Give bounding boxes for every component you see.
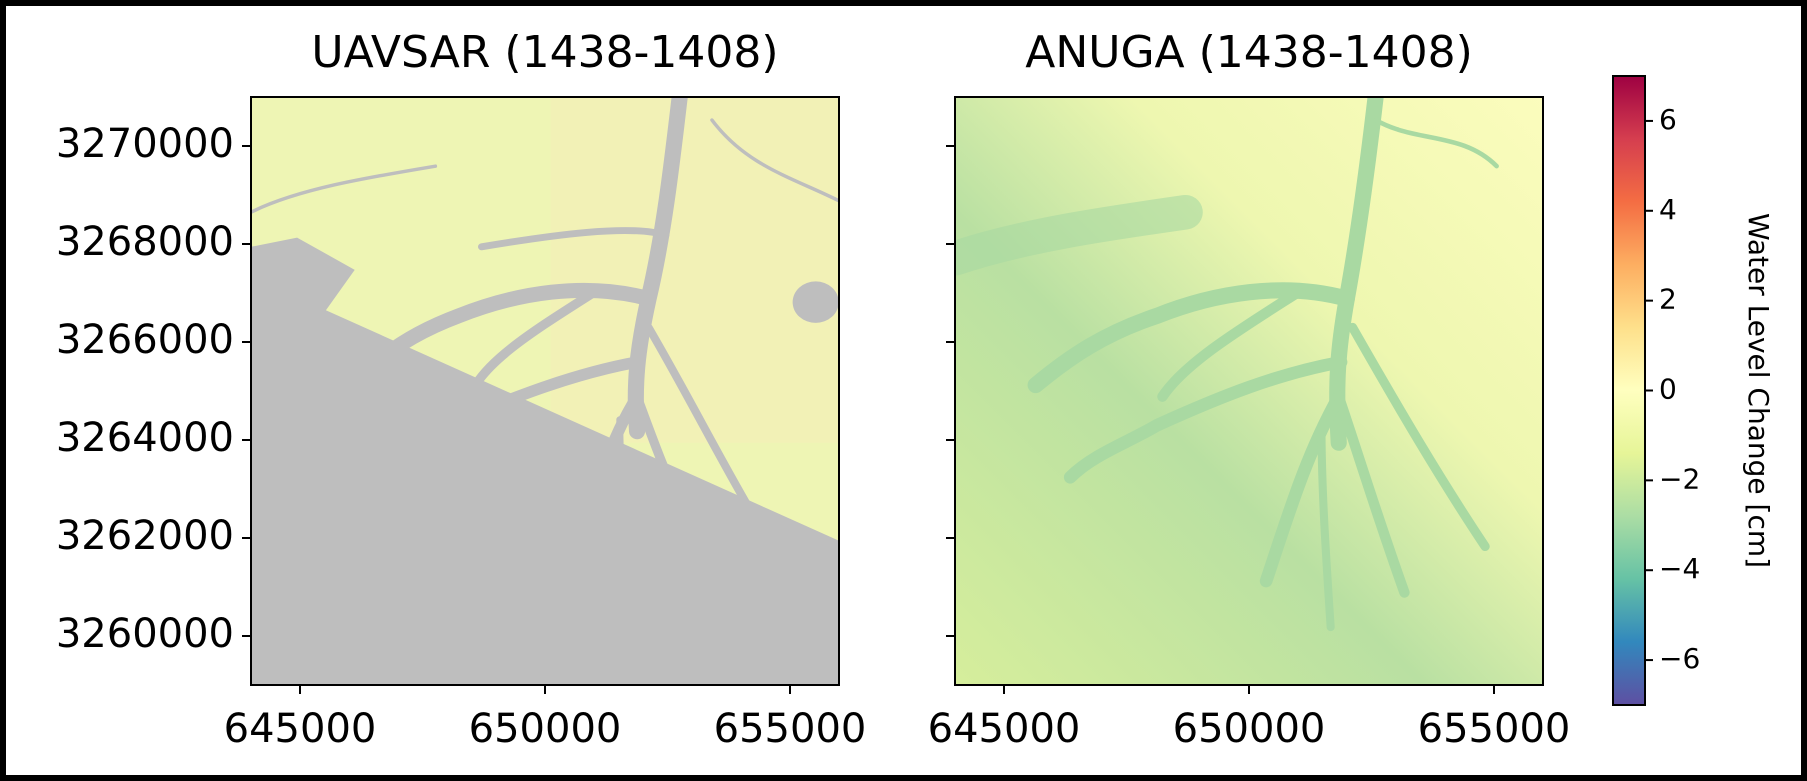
x-tick-label: 655000 — [714, 706, 867, 752]
panel-title: ANUGA (1438-1408) — [1025, 27, 1473, 78]
y-tick-label: 3270000 — [56, 121, 234, 167]
panel-title: UAVSAR (1438-1408) — [311, 27, 778, 78]
colorbar-label: Water Level Change [cm] — [1742, 213, 1775, 568]
uavsar-image — [251, 97, 839, 686]
colorbar-tick-label: −2 — [1659, 462, 1700, 495]
colorbar-tick-label: 0 — [1659, 373, 1677, 406]
colorbar-tick-label: 2 — [1659, 283, 1677, 316]
colorbar-tick-label: −4 — [1659, 552, 1700, 585]
axes-layer: UAVSAR (1438-1408) 645000 650000 655000 3260… — [56, 27, 1775, 752]
x-tick-label: 650000 — [469, 706, 622, 752]
colorbar — [1612, 75, 1646, 706]
colorbar-tick-label: 6 — [1659, 103, 1677, 136]
x-tick-label: 645000 — [928, 706, 1081, 752]
y-tick-label: 3268000 — [56, 219, 234, 265]
x-tick-label: 650000 — [1173, 706, 1326, 752]
x-tick-label: 655000 — [1418, 706, 1571, 752]
y-tick-label: 3262000 — [56, 513, 234, 559]
y-tick-label: 3264000 — [56, 415, 234, 461]
colorbar-tick-label: −6 — [1659, 642, 1700, 675]
y-tick-label: 3260000 — [56, 611, 234, 657]
anuga-image — [955, 97, 1543, 686]
x-tick-label: 645000 — [224, 706, 377, 752]
y-tick-label: 3266000 — [56, 317, 234, 363]
colorbar-tick-label: 4 — [1659, 193, 1677, 226]
